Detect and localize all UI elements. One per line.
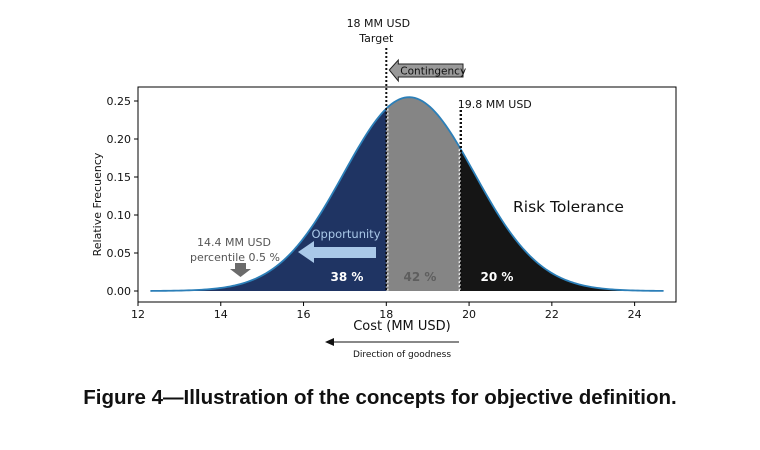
low-percentile-label: percentile 0.5 % xyxy=(190,251,280,264)
x-tick-label: 12 xyxy=(131,308,145,321)
y-tick-label: 0.15 xyxy=(107,171,132,184)
opportunity-label: Opportunity xyxy=(311,227,380,241)
region-contingency xyxy=(386,97,461,291)
x-tick-label: 20 xyxy=(462,308,476,321)
x-axis-label: Cost (MM USD) xyxy=(353,319,451,334)
plot-frame xyxy=(137,86,677,303)
region-label-opportunity: 38 % xyxy=(331,270,364,284)
region-risk xyxy=(460,149,664,291)
target-label: Target xyxy=(358,32,394,45)
direction-label: Direction of goodness xyxy=(353,350,451,360)
x-tick-label: 24 xyxy=(628,308,642,321)
upper-bound-label: 19.8 MM USD xyxy=(458,98,532,111)
y-tick-label: 0.20 xyxy=(107,133,132,146)
region-opportunity xyxy=(150,108,387,291)
risk-tolerance-label: Risk Tolerance xyxy=(513,198,624,216)
y-tick-label: 0.10 xyxy=(107,209,132,222)
target-value-label: 18 MM USD xyxy=(347,17,410,30)
y-tick-label: 0.05 xyxy=(107,247,132,260)
y-axis-label: Relative Frecuency xyxy=(91,152,104,256)
region-label-risk: 20 % xyxy=(481,270,514,284)
chart-svg: 12 14 16 18 20 22 24 0.00 0.05 0.10 0.15 0.20 0.25 Co… xyxy=(91,17,677,360)
x-tick-label: 22 xyxy=(545,308,559,321)
contingency-label: Contingency xyxy=(400,66,466,78)
y-tick-label: 0.25 xyxy=(107,95,132,108)
direction-arrow-head xyxy=(325,338,334,346)
low-percentile-arrow xyxy=(230,263,251,277)
low-percentile-value: 14.4 MM USD xyxy=(197,236,271,249)
x-tick-label: 14 xyxy=(214,308,228,321)
region-label-contingency: 42 % xyxy=(404,270,437,284)
y-tick-label: 0.00 xyxy=(107,285,132,298)
opportunity-arrow xyxy=(298,241,376,263)
figure-caption: Figure 4—Illustration of the concepts fo… xyxy=(83,386,677,409)
x-tick-label: 16 xyxy=(297,308,311,321)
x-tick-label: 18 xyxy=(379,308,393,321)
contingency-arrow xyxy=(388,58,464,83)
distribution-curve xyxy=(150,96,664,292)
chart: 12 14 16 18 20 22 24 0.00 0.05 0.10 0.15 0.20 0.25 Co… xyxy=(91,17,677,360)
